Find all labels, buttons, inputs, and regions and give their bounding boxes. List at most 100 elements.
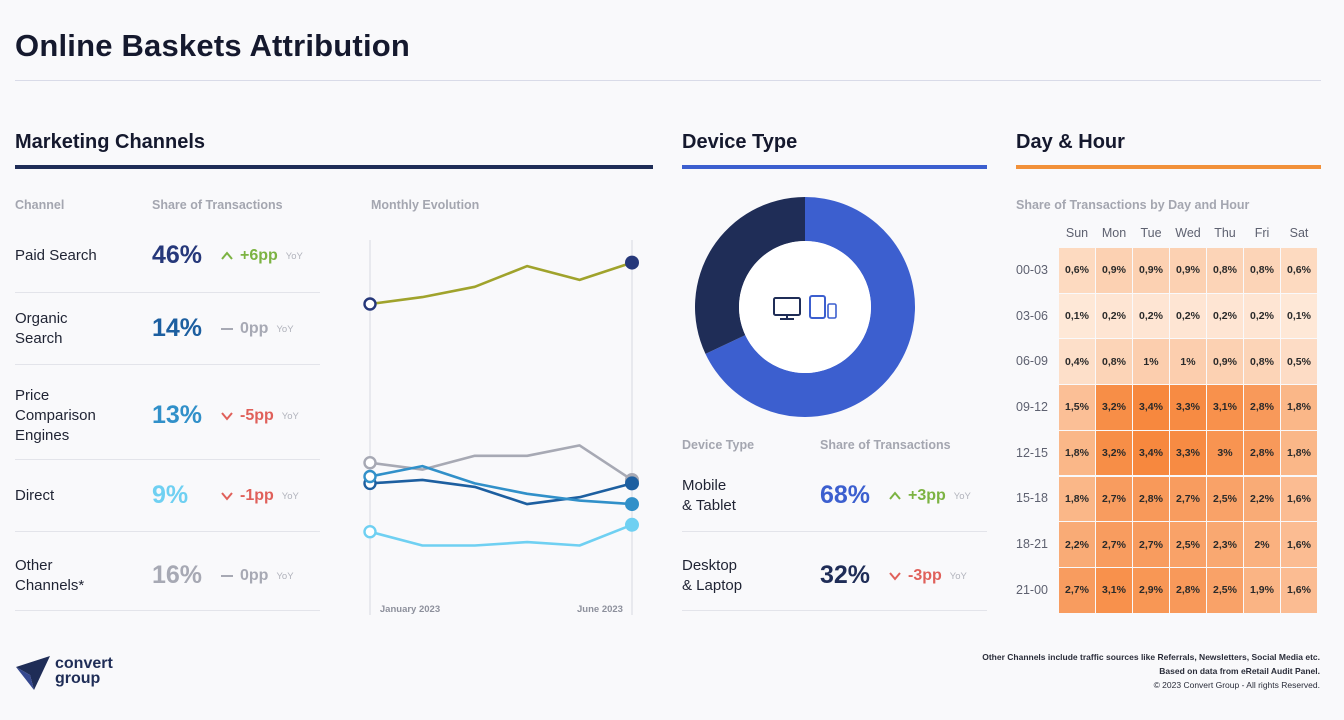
x-label-start: January 2023 [380,604,440,615]
heatmap-cell: 3,1% [1096,567,1132,613]
heatmap-cell: 1,5% [1059,385,1095,430]
yoy-change: 0pp YoY [220,567,294,585]
heatmap-cell: 2,7% [1096,522,1132,567]
series-end-point [625,255,639,270]
heatmap-cell: 2,5% [1207,567,1243,613]
yoy-change: -5pp YoY [220,407,299,425]
heatmap-cell: 2,2% [1059,522,1095,567]
trend-flat-icon [221,575,233,577]
row-name-line: Price [15,387,50,404]
delta-value: -5pp [240,407,274,424]
logo-text: convert group [55,656,113,687]
heatmap-cell: 0,9% [1207,339,1243,385]
dayhour-heading: Day & Hour [1016,131,1125,153]
share-value: 16% [152,561,203,589]
heatmap-cell: 0,4% [1059,339,1095,385]
heatmap-day-label: Wed [1175,226,1201,240]
row-name-line: Organic [15,310,68,327]
heatmap-cell: 0,8% [1207,248,1243,293]
delta-value: 0pp [240,320,269,337]
heatmap-cell: 1,6% [1281,476,1317,522]
heatmap-day-label: Fri [1254,226,1270,240]
heatmap-cell: 2,5% [1207,476,1243,522]
heatmap-cell: 2,8% [1244,385,1280,430]
heatmap-day-label: Sun [1065,226,1089,240]
row-name-line: Channels* [15,577,85,594]
heatmap-hour-label: 06-09 [1016,354,1048,369]
heatmap-cell: 1% [1133,339,1169,385]
row-separator [15,531,320,532]
share-value: 32% [820,561,871,589]
row-name-line: Search [15,330,63,347]
dayhour-underline [1016,165,1321,169]
heatmap-cell: 3,2% [1096,430,1132,476]
series-end-point [625,497,639,512]
yoy-label: YoY [285,250,303,262]
row-separator [15,610,320,611]
heatmap-hour-label: 21-00 [1016,582,1048,597]
heatmap-cell: 1,6% [1281,567,1317,613]
trend-up-icon [889,491,901,500]
yoy-change: +6pp YoY [220,247,303,265]
heatmap-cell: 0,8% [1244,339,1280,385]
yoy-change: +3pp YoY [888,487,971,505]
heatmap-cell: 2,7% [1170,476,1206,522]
heatmap-cell: 3% [1207,430,1243,476]
share-value: 9% [152,481,189,509]
heatmap-cell: 0,2% [1133,293,1169,339]
trend-up-icon [221,251,233,260]
heatmap-cell: 2,3% [1207,522,1243,567]
heatmap-hour-label: 09-12 [1016,399,1048,414]
row-separator [682,610,987,611]
heatmap-day-label: Thu [1214,226,1236,240]
row-name: Direct [15,486,54,506]
share-value: 14% [152,314,203,342]
yoy-change: -3pp YoY [888,567,967,585]
heatmap-cell: 3,1% [1207,385,1243,430]
desktop-icon [773,297,801,320]
row-name: Paid Search [15,246,97,266]
heatmap-cell: 3,2% [1096,385,1132,430]
row-name-line: & Laptop [682,577,743,594]
title-divider [15,80,1321,81]
heatmap-cell: 2,5% [1170,522,1206,567]
heatmap-cell: 1,9% [1244,567,1280,613]
series-start-point [363,469,377,484]
row-name: Mobile & Tablet [682,476,736,516]
yoy-label: YoY [276,323,294,335]
copyright: © 2023 Convert Group - All rights Reserv… [1153,680,1320,690]
yoy-label: YoY [276,570,294,582]
heatmap-title: Share of Transactions by Day and Hour [1016,198,1250,212]
trend-down-icon [221,412,233,421]
device-col-type: Device Type [682,438,755,452]
series-line [369,523,633,547]
heatmap-day-label: Tue [1140,226,1162,240]
trend-down-icon [889,572,901,581]
heatmap-cell: 2,2% [1244,476,1280,522]
heatmap-hour-label: 18-21 [1016,537,1048,552]
series-end-point [625,517,639,532]
heatmap-cell: 1,8% [1059,430,1095,476]
share-value: 46% [152,241,203,269]
row-name: Desktop & Laptop [682,556,742,596]
heatmap-cell: 0,8% [1244,248,1280,293]
row-separator [15,459,320,460]
delta-value: +6pp [240,247,278,264]
heatmap-hour-label: 15-18 [1016,491,1048,506]
device-underline [682,165,987,169]
row-name-line: Engines [15,427,70,444]
heatmap-cell: 1,8% [1281,385,1317,430]
row-separator [682,531,987,532]
tablet-icon [809,295,826,319]
donut-slice [695,197,805,354]
x-label-end: June 2023 [577,604,623,615]
heatmap-cell: 0,1% [1281,293,1317,339]
heatmap-day-label: Sat [1289,226,1309,240]
series-line [369,261,633,306]
delta-value: 0pp [240,567,269,584]
donut-hole [739,241,871,373]
delta-value: -1pp [240,487,274,504]
heatmap-cell: 0,9% [1096,248,1132,293]
row-name-line: Paid Search [15,247,97,264]
heatmap-hour-label: 12-15 [1016,445,1048,460]
